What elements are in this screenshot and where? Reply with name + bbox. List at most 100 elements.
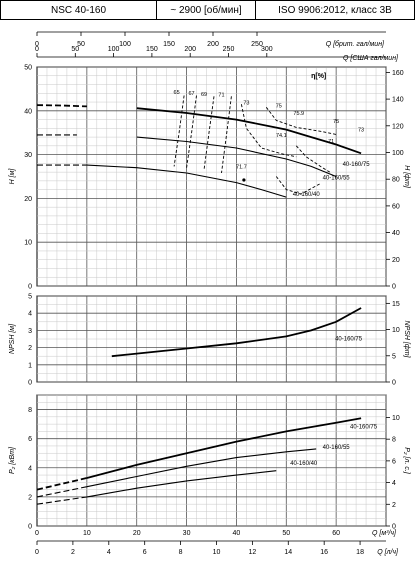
q-m3h-tick-label: 50 [282, 530, 290, 537]
h-panel-left-tick-label: 0 [28, 284, 32, 291]
efficiency-title: η[%] [311, 73, 326, 80]
efficiency-label: 74.1 [276, 133, 287, 139]
q-m3h-tick-label: 20 [133, 530, 141, 537]
efficiency-label: 73 [358, 127, 364, 133]
npsh-panel-left-axis-label: NPSH [м] [9, 323, 16, 354]
top-q-us-axis-label: Q [США гал/мин] [343, 55, 399, 62]
h-panel-left-tick-label: 40 [24, 108, 32, 115]
q-ls-axis-label: Q [л/ч] [377, 549, 399, 556]
npsh-panel-left-tick-label: 4 [28, 311, 32, 318]
efficiency-label: 75 [276, 103, 282, 109]
p-curve-label-55: 40-160/55 [323, 445, 351, 451]
efficiency-label: 71 [218, 92, 224, 98]
p-curve-dashed-part [36, 496, 87, 505]
q-ls-tick-label: 18 [356, 549, 364, 556]
h-curve-point [242, 178, 246, 182]
q-m3h-tick-label: 30 [183, 530, 191, 537]
p-panel-right-tick-label: 10 [392, 415, 400, 422]
top-q-us-tick-label: 0 [35, 46, 39, 53]
h-panel-left-axis-label: H [м] [9, 168, 16, 185]
model-name: NSC 40-160 [1, 1, 157, 19]
npsh-curve-label-75: 40-160/75 [335, 337, 363, 343]
h-panel-left-tick-label: 20 [24, 196, 32, 203]
h-panel-right-tick-label: 0 [392, 284, 396, 291]
npsh-panel-right-tick-label: 5 [392, 353, 396, 360]
efficiency-iso-line [186, 95, 197, 168]
p-panel-right-axis-label: P₂ [л. с.] [403, 447, 410, 475]
q-ls-tick-label: 16 [320, 549, 328, 556]
efficiency-label: 73 [243, 101, 249, 107]
p-panel-right-tick-label: 0 [392, 524, 396, 531]
h-panel-left-tick-label: 30 [24, 152, 32, 159]
q-ls-tick-label: 4 [107, 549, 111, 556]
h-curve-dashed-part [36, 104, 87, 108]
efficiency-label: 67 [188, 91, 194, 97]
speed-value: ~ 2900 [об/мин] [157, 1, 256, 19]
top-q-brit-tick-label: 0 [35, 41, 39, 48]
p-curve-label-75: 40-160/75 [350, 424, 378, 430]
efficiency-label: 75 [333, 119, 339, 125]
p-curve-dashed-part [36, 477, 88, 491]
p-panel-left-axis-label: P₂ [кВт] [9, 446, 16, 474]
top-q-brit-tick-label: 200 [207, 41, 219, 48]
q-ls-tick-label: 10 [213, 549, 221, 556]
top-q-brit-tick-label: 100 [119, 41, 131, 48]
q-m3h-tick-label: 40 [233, 530, 241, 537]
p-curve-label-40: 40-160/40 [290, 461, 318, 467]
efficiency-iso-line [265, 107, 337, 135]
top-q-brit-tick-label: 150 [163, 41, 175, 48]
top-q-us-tick-label: 300 [261, 46, 273, 53]
h-panel-left-tick-label: 50 [24, 65, 32, 72]
top-q-brit-axis-label: Q [брит. гал/мин] [326, 40, 385, 48]
h-panel-right-tick-label: 60 [392, 203, 400, 210]
npsh-panel-left-tick-label: 2 [28, 345, 32, 352]
npsh-panel-left-tick-label: 3 [28, 328, 32, 335]
p-panel-right-tick-label: 2 [392, 502, 396, 509]
q-ls-tick-label: 2 [71, 549, 75, 556]
q-m3h-tick-label: 0 [35, 530, 39, 537]
top-q-us-tick-label: 50 [71, 46, 79, 53]
npsh-panel-left-tick-label: 1 [28, 362, 32, 369]
h-panel-right-tick-label: 100 [392, 150, 404, 157]
p-panel-left-tick-label: 4 [28, 465, 32, 472]
efficiency-iso-line [173, 95, 185, 167]
p-panel-left-tick-label: 8 [28, 407, 32, 414]
efficiency-iso-line [203, 96, 215, 170]
npsh-panel-right-axis-label: NPSH [фт] [403, 321, 410, 359]
top-q-us-tick-label: 200 [184, 46, 196, 53]
p-panel-left-tick-label: 6 [28, 436, 32, 443]
h-curve-75 [136, 107, 362, 155]
npsh-panel-left-tick-label: 0 [28, 380, 32, 387]
top-q-us-tick-label: 150 [146, 46, 158, 53]
top-q-brit-tick-label: 50 [77, 41, 85, 48]
p-panel-right-tick-label: 4 [392, 480, 396, 487]
npsh-panel-left-tick-label: 5 [28, 294, 32, 301]
p-panel-right-tick-label: 6 [392, 458, 396, 465]
h-panel-right-tick-label: 160 [392, 70, 404, 77]
standard-value: ISO 9906:2012, класс 3B [278, 4, 392, 16]
h-curve-label-40: 40-160/40 [293, 192, 321, 198]
q-ls-tick-label: 0 [35, 549, 39, 556]
efficiency-iso-line [221, 96, 232, 174]
h-panel-right-tick-label: 40 [392, 230, 400, 237]
q-ls-tick-label: 12 [248, 549, 256, 556]
npsh-panel-right-tick-label: 10 [392, 327, 400, 334]
q-m3h-axis-label: Q [м³/ч] [372, 530, 397, 537]
top-q-us-tick-label: 100 [108, 46, 120, 53]
p-curve-40 [86, 470, 277, 498]
efficiency-iso-line [295, 145, 332, 174]
p-curve-55 [86, 448, 317, 488]
efficiency-label: 69 [201, 92, 207, 98]
p-panel-left-tick-label: 2 [28, 494, 32, 501]
q-m3h-tick-label: 60 [332, 530, 340, 537]
h-panel-right-tick-label: 80 [392, 177, 400, 184]
q-m3h-tick-label: 10 [83, 530, 91, 537]
top-q-us-tick-label: 250 [223, 46, 235, 53]
npsh-panel-right-tick-label: 15 [392, 301, 400, 308]
p-curve-dashed-part [36, 486, 88, 498]
h-curve-label-75: 40-160/75 [343, 162, 371, 168]
h-panel-right-tick-label: 120 [392, 123, 404, 130]
q-ls-tick-label: 6 [143, 549, 147, 556]
efficiency-label: 65 [174, 90, 180, 96]
